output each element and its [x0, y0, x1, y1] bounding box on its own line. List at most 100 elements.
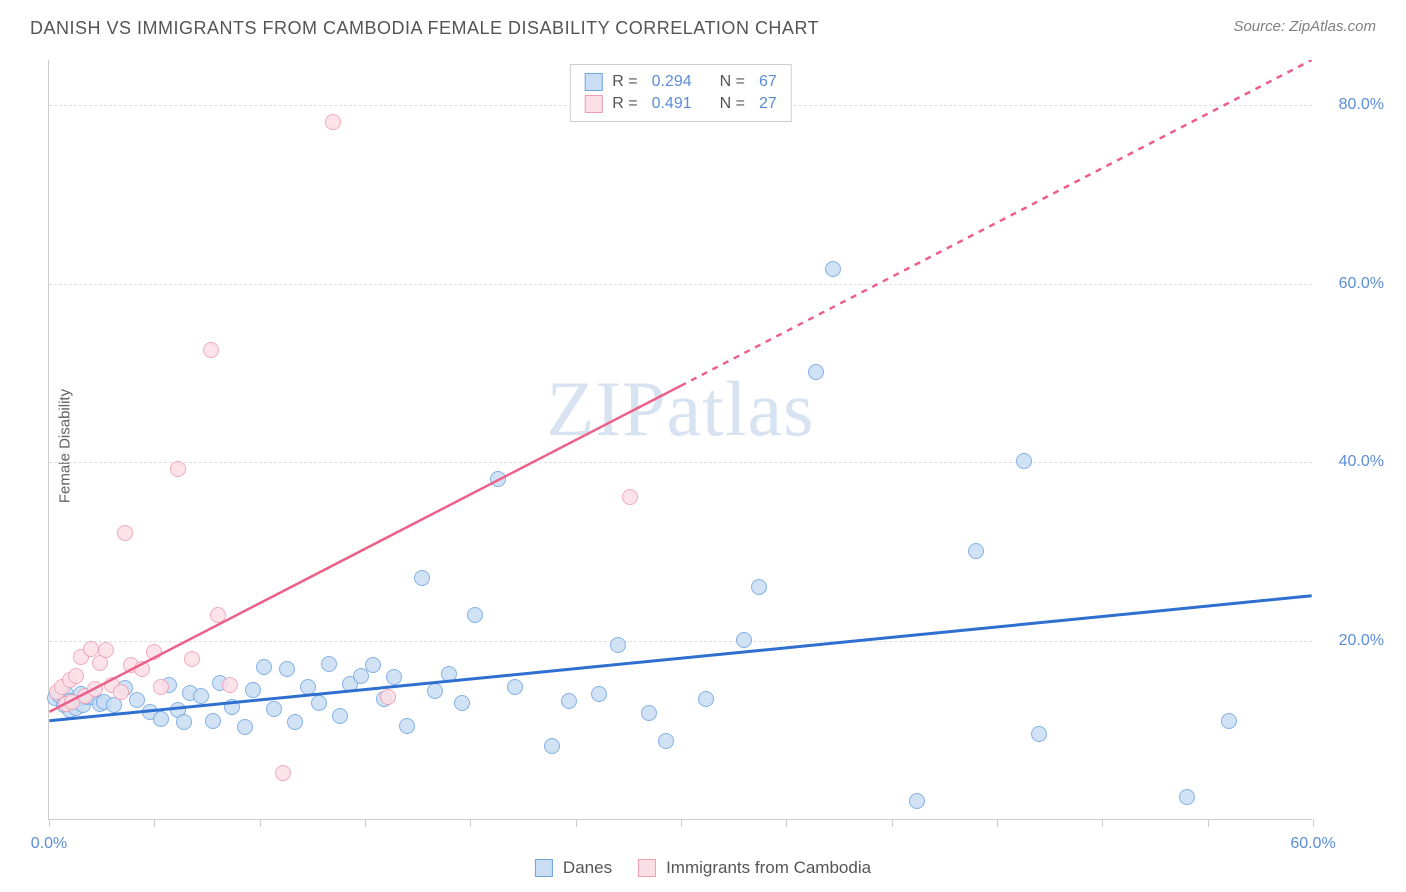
x-tick [892, 819, 893, 827]
legend-series: Danes Immigrants from Cambodia [535, 858, 871, 878]
data-point-danes [321, 656, 337, 672]
data-point-danes [414, 570, 430, 586]
data-point-danes [205, 713, 221, 729]
data-point-danes [561, 693, 577, 709]
x-tick [49, 819, 50, 827]
data-point-cambodia [146, 644, 162, 660]
data-point-cambodia [210, 607, 226, 623]
data-point-danes [825, 261, 841, 277]
data-point-danes [1016, 453, 1032, 469]
data-point-danes [641, 705, 657, 721]
source-label: Source: ZipAtlas.com [1233, 18, 1376, 35]
data-point-danes [332, 708, 348, 724]
x-tick [470, 819, 471, 827]
data-point-danes [256, 659, 272, 675]
data-point-cambodia [222, 677, 238, 693]
x-tick [1313, 819, 1314, 827]
gridline-h [49, 641, 1312, 642]
data-point-danes [591, 686, 607, 702]
x-tick [365, 819, 366, 827]
x-tick [681, 819, 682, 827]
data-point-danes [909, 793, 925, 809]
r-value: 0.294 [652, 73, 692, 91]
x-tick [1208, 819, 1209, 827]
legend-swatch [638, 859, 656, 877]
watermark-atlas: atlas [667, 365, 815, 452]
x-tick [154, 819, 155, 827]
data-point-cambodia [325, 114, 341, 130]
data-point-danes [365, 657, 381, 673]
x-tick [1102, 819, 1103, 827]
data-point-cambodia [203, 342, 219, 358]
legend-item-danes: Danes [535, 858, 612, 878]
data-point-danes [245, 682, 261, 698]
chart-title: DANISH VS IMMIGRANTS FROM CAMBODIA FEMAL… [30, 18, 819, 39]
data-point-danes [386, 669, 402, 685]
data-point-cambodia [170, 461, 186, 477]
x-tick-label: 60.0% [1290, 835, 1335, 853]
legend-correlation: R = 0.294 N = 67 R = 0.491 N = 27 [569, 64, 792, 122]
data-point-cambodia [117, 525, 133, 541]
data-point-danes [224, 699, 240, 715]
data-point-danes [441, 666, 457, 682]
y-tick-label: 60.0% [1339, 275, 1384, 293]
legend-label: Immigrants from Cambodia [666, 858, 871, 878]
legend-swatch [584, 95, 602, 113]
data-point-danes [153, 711, 169, 727]
data-point-cambodia [68, 668, 84, 684]
data-point-cambodia [622, 489, 638, 505]
gridline-h [49, 284, 1312, 285]
r-value: 0.491 [652, 95, 692, 113]
data-point-danes [454, 695, 470, 711]
data-point-danes [658, 733, 674, 749]
data-point-danes [808, 364, 824, 380]
data-point-danes [490, 471, 506, 487]
watermark: ZIPatlas [547, 364, 815, 454]
data-point-cambodia [380, 689, 396, 705]
data-point-cambodia [134, 661, 150, 677]
data-point-danes [176, 714, 192, 730]
data-point-danes [427, 683, 443, 699]
data-point-danes [311, 695, 327, 711]
legend-stat-row-cambodia: R = 0.491 N = 27 [584, 93, 777, 115]
gridline-h [49, 462, 1312, 463]
data-point-cambodia [113, 684, 129, 700]
legend-swatch [535, 859, 553, 877]
legend-swatch [584, 73, 602, 91]
data-point-danes [736, 632, 752, 648]
x-tick [260, 819, 261, 827]
data-point-cambodia [87, 681, 103, 697]
n-value: 67 [759, 73, 777, 91]
data-point-cambodia [98, 642, 114, 658]
legend-item-cambodia: Immigrants from Cambodia [638, 858, 871, 878]
r-label: R = [612, 95, 637, 113]
legend-stat-row-danes: R = 0.294 N = 67 [584, 71, 777, 93]
x-tick [997, 819, 998, 827]
n-value: 27 [759, 95, 777, 113]
data-point-danes [237, 719, 253, 735]
n-label: N = [720, 73, 745, 91]
x-tick [786, 819, 787, 827]
data-point-danes [399, 718, 415, 734]
data-point-danes [1179, 789, 1195, 805]
data-point-danes [1031, 726, 1047, 742]
n-label: N = [720, 95, 745, 113]
data-point-danes [266, 701, 282, 717]
data-point-danes [279, 661, 295, 677]
data-point-danes [698, 691, 714, 707]
data-point-danes [610, 637, 626, 653]
data-point-danes [300, 679, 316, 695]
data-point-cambodia [275, 765, 291, 781]
watermark-zip: ZIP [547, 365, 667, 452]
r-label: R = [612, 73, 637, 91]
data-point-danes [193, 688, 209, 704]
scatter-chart: ZIPatlas R =0.294N =67R =0.491N =27 20.0… [48, 60, 1312, 820]
data-point-danes [287, 714, 303, 730]
data-point-danes [968, 543, 984, 559]
data-point-danes [507, 679, 523, 695]
data-point-danes [751, 579, 767, 595]
y-tick-label: 20.0% [1339, 632, 1384, 650]
data-point-danes [1221, 713, 1237, 729]
data-point-danes [544, 738, 560, 754]
x-tick [576, 819, 577, 827]
